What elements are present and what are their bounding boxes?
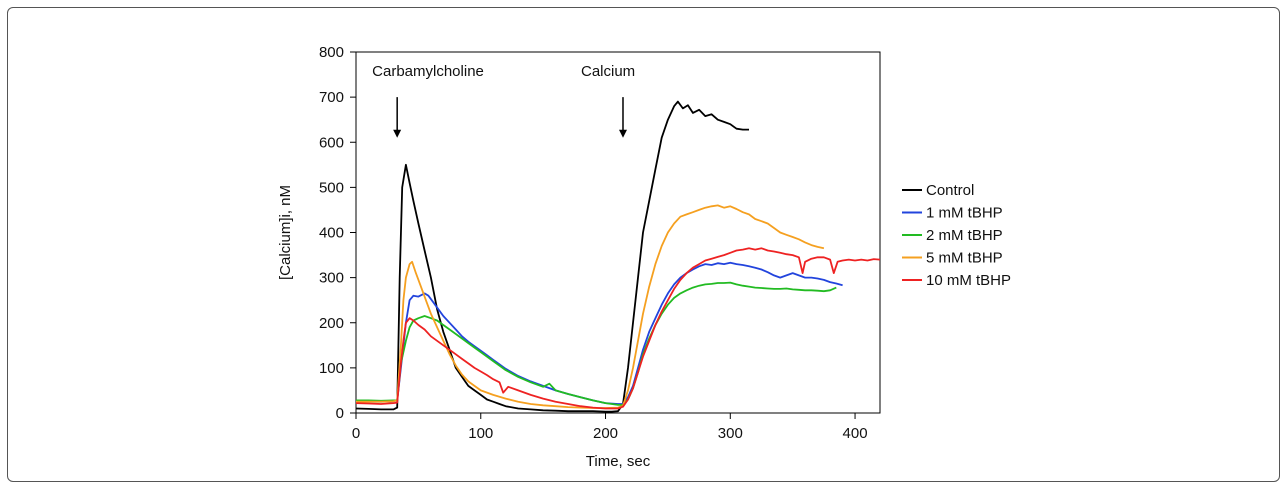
legend: Control 1 mM tBHP 2 mM tBHP 5 mM tBHP 10 mM …	[902, 182, 1011, 289]
y-tick-label: 700	[319, 89, 344, 106]
annotation-arrow-head	[393, 129, 402, 138]
plot-border	[355, 51, 881, 414]
legend-label: Control	[926, 182, 974, 199]
plot-axes: 0 100 200 300 400 500 600 700 800 0 100 200 300 400	[319, 44, 881, 442]
annotation-label-0: Carbamylcholine	[372, 63, 484, 80]
y-tick-label: 400	[319, 225, 344, 242]
y-tick-label: 0	[336, 405, 344, 422]
calcium-line-chart: 0 100 200 300 400 500 600 700 800 0 100 200 300 400 C…	[277, 44, 1011, 469]
y-tick-label: 100	[319, 360, 344, 377]
x-tick-label: 400	[843, 425, 868, 442]
x-axis-title: Time, sec	[586, 453, 651, 469]
legend-label: 2 mM tBHP	[926, 227, 1003, 244]
series-line-2	[356, 281, 837, 406]
y-tick-label: 500	[319, 179, 344, 196]
series-line-0	[355, 100, 749, 413]
series-line-1	[356, 261, 843, 405]
x-tick-label: 0	[352, 425, 360, 442]
y-tick-label: 600	[319, 134, 344, 151]
y-tick-label: 300	[319, 270, 344, 287]
legend-label: 10 mM tBHP	[926, 272, 1011, 289]
annotation-arrow-head	[618, 129, 627, 138]
x-tick-label: 200	[593, 425, 618, 442]
legend-label: 1 mM tBHP	[926, 205, 1003, 222]
x-tick-label: 300	[718, 425, 743, 442]
series-line-3	[356, 204, 825, 409]
y-axis-title: [Calcium]i, nM	[277, 185, 294, 280]
series-line-4	[355, 247, 881, 410]
legend-label: 5 mM tBHP	[926, 250, 1003, 267]
annotation-label-1: Calcium	[581, 63, 635, 80]
y-tick-label: 800	[319, 44, 344, 61]
series-lines	[355, 100, 881, 413]
annotations: Carbamylcholine Calcium	[372, 63, 635, 138]
y-tick-label: 200	[319, 315, 344, 332]
x-tick-label: 100	[468, 425, 493, 442]
